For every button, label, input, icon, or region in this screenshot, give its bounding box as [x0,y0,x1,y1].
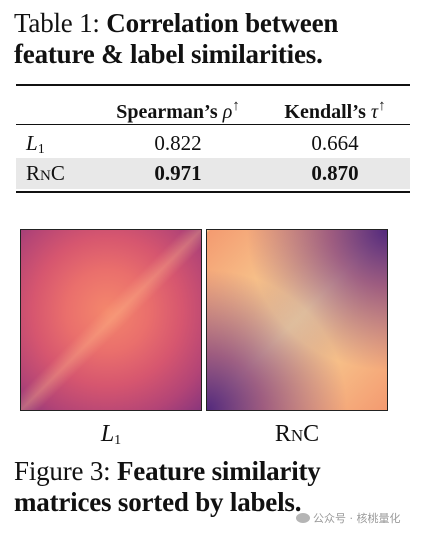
figure-caption-title: Feature similarity matrices sorted by la… [14,456,321,517]
header-spearman: Spearman’s ρ↑ [116,98,240,123]
table-bottom-rule [16,191,410,193]
watermark-text: 公众号 · 核桃量化 [313,512,401,525]
table-row: L1 0.822 0.664 [16,128,410,158]
method-rnc: RNC [26,161,65,185]
up-arrow-icon: ↑ [378,98,386,114]
table-caption-prefix: Table 1: [14,8,100,38]
table-row: RNC 0.971 0.870 [16,158,410,189]
up-arrow-icon: ↑ [232,98,240,114]
header-kendall: Kendall’s τ↑ [284,98,386,123]
value-spearman: 0.822 [154,131,202,155]
table-top-rule [16,84,410,86]
similarity-matrix-rnc [206,229,388,411]
wechat-icon [296,513,310,523]
matrix-label-l1: L1 [100,421,122,448]
method-l1: L1 [26,131,45,157]
value-kendall: 0.664 [311,131,359,155]
figure-caption: Figure 3: Feature similarity matrices so… [14,456,414,518]
matrix-label-rnc: RNC [274,421,320,447]
figure-caption-prefix: Figure 3: [14,456,111,486]
table-header-row: Spearman’s ρ↑ Kendall’s τ↑ [16,90,410,123]
watermark: 公众号 · 核桃量化 [296,510,401,526]
value-kendall: 0.870 [311,161,359,185]
table-mid-rule [16,124,410,125]
table-caption-title: Correlation between feature & label simi… [14,8,339,69]
similarity-matrix-l1 [20,229,202,411]
value-spearman: 0.971 [154,161,202,185]
table-caption: Table 1: Correlation between feature & l… [14,8,414,70]
